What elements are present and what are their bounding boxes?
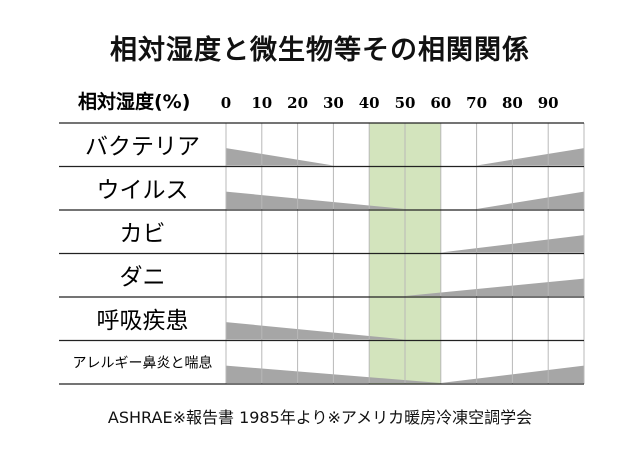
row-label-5: 呼吸疾患 [97, 308, 189, 334]
row-label-6: アレルギー鼻炎と喘息 [73, 354, 213, 371]
risk-area-2 [226, 191, 584, 209]
risk-area-3 [226, 235, 584, 253]
row-label-2: ウイルス [97, 177, 189, 203]
chart-title: 相対湿度と微生物等その相関関係 [110, 35, 530, 66]
risk-area-6 [226, 365, 584, 383]
row-label-4: ダニ [120, 264, 166, 290]
x-tick-20: 20 [287, 94, 308, 112]
x-tick-90: 90 [538, 94, 559, 112]
x-tick-50: 50 [395, 94, 416, 112]
x-tick-80: 80 [502, 94, 523, 112]
x-tick-60: 60 [430, 94, 451, 112]
x-tick-30: 30 [323, 94, 344, 112]
x-tick-0: 0 [221, 94, 231, 112]
x-tick-10: 10 [251, 94, 272, 112]
risk-area-4 [226, 278, 584, 296]
source-footnote: ASHRAE※報告書 1985年より※アメリカ暖房冷凍空調学会 [107, 408, 533, 427]
row-label-3: カビ [120, 221, 166, 247]
x-tick-70: 70 [466, 94, 487, 112]
risk-area-5 [226, 322, 584, 340]
x-tick-40: 40 [359, 94, 380, 112]
x-axis-label: 相対湿度(%) [78, 90, 190, 113]
row-label-1: バクテリア [85, 134, 200, 160]
